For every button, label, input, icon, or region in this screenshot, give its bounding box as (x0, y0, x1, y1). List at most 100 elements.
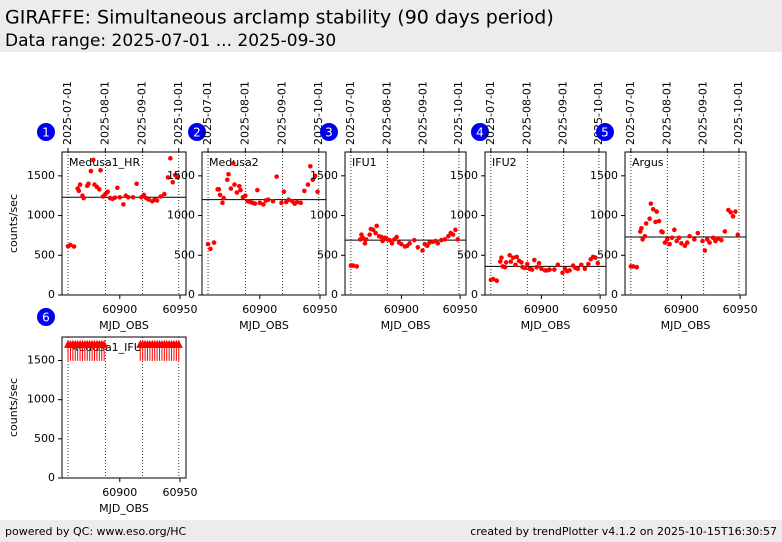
point (707, 240, 712, 245)
point (653, 219, 658, 225)
y-tick-label: 500 (597, 248, 618, 261)
panel-badge (596, 123, 614, 141)
point (547, 267, 552, 272)
point (305, 182, 311, 187)
point (367, 232, 372, 237)
y-tick-label: 0 (331, 288, 338, 301)
x2-tick-label: 2025-07-01 (61, 81, 74, 145)
point (315, 189, 320, 195)
plot-area (624, 151, 747, 296)
panel-badge (471, 123, 489, 141)
point (71, 244, 77, 249)
x2-tick-label: 2025-09-01 (417, 81, 430, 145)
point (379, 234, 384, 240)
point (220, 200, 225, 206)
point (255, 187, 260, 193)
point (664, 237, 670, 242)
x2-tick-label: 2025-08-01 (380, 81, 393, 145)
point (350, 263, 356, 268)
x2-tick-label: 2025-09-01 (557, 81, 570, 145)
point (270, 198, 276, 204)
point (450, 232, 456, 237)
point (672, 227, 677, 233)
point (117, 194, 123, 200)
point (524, 261, 530, 267)
point (453, 227, 458, 233)
x2-tick-label: 2025-08-01 (98, 81, 111, 145)
page-subtitle: Data range: 2025-07-01 ... 2025-09-30 (5, 31, 336, 51)
y-tick-label: 1500 (590, 169, 618, 182)
point (446, 233, 451, 239)
x-tick-label: 60900 (102, 486, 137, 499)
point (684, 240, 690, 245)
x-axis-label: MJD_OBS (381, 319, 431, 332)
point (579, 262, 584, 268)
point (274, 174, 279, 179)
x-tick-label: 60950 (162, 486, 197, 499)
y-tick-label: 1500 (310, 169, 338, 182)
point (719, 237, 724, 243)
point (302, 188, 307, 194)
x2-tick-label: 2025-10-01 (732, 81, 745, 145)
point (98, 167, 103, 173)
point (170, 179, 176, 185)
point (669, 235, 675, 241)
point (510, 255, 516, 260)
point (586, 261, 591, 267)
y-tick-label: 1500 (167, 169, 195, 182)
x2-tick-label: 2025-07-01 (484, 81, 497, 145)
point (231, 160, 236, 166)
point (86, 181, 91, 187)
x2-tick-label: 2025-09-01 (697, 81, 710, 145)
footer-band (0, 520, 782, 542)
x-tick-label: 60950 (443, 303, 478, 316)
point (265, 197, 271, 202)
point (532, 257, 537, 263)
x-tick-label: 60950 (583, 303, 618, 316)
point (552, 267, 557, 272)
point (312, 173, 318, 179)
point (121, 202, 126, 207)
point (695, 230, 701, 236)
point (362, 241, 368, 246)
x-tick-label: 60900 (664, 303, 699, 316)
point (648, 201, 654, 206)
x-tick-label: 60950 (723, 303, 758, 316)
point (522, 265, 528, 271)
panel-number: 4 (476, 126, 484, 140)
point (158, 194, 164, 199)
point (125, 194, 131, 200)
point (226, 171, 231, 177)
point (682, 243, 688, 249)
point (642, 233, 648, 239)
point (286, 197, 291, 202)
point (575, 266, 581, 272)
point (439, 237, 444, 243)
point (234, 190, 240, 195)
x-tick-label: 60900 (102, 303, 137, 316)
point (702, 248, 708, 253)
point (630, 264, 636, 269)
point (389, 241, 395, 246)
point (68, 242, 73, 248)
point (174, 339, 183, 348)
point (216, 187, 222, 192)
point (555, 262, 561, 268)
point (146, 197, 151, 202)
panel-number: 6 (42, 311, 50, 325)
point (415, 245, 421, 250)
point (435, 241, 441, 246)
panel-badge (37, 123, 55, 141)
point (221, 195, 226, 201)
point (497, 259, 503, 264)
point (420, 248, 425, 253)
point (81, 195, 86, 201)
y-tick-label: 0 (611, 288, 618, 301)
y-tick-label: 1000 (450, 209, 478, 222)
point (567, 268, 572, 273)
plot-area (484, 151, 607, 296)
point (539, 266, 544, 272)
point (228, 186, 234, 191)
point (310, 177, 316, 183)
x2-tick-label: 2025-10-01 (172, 81, 185, 145)
